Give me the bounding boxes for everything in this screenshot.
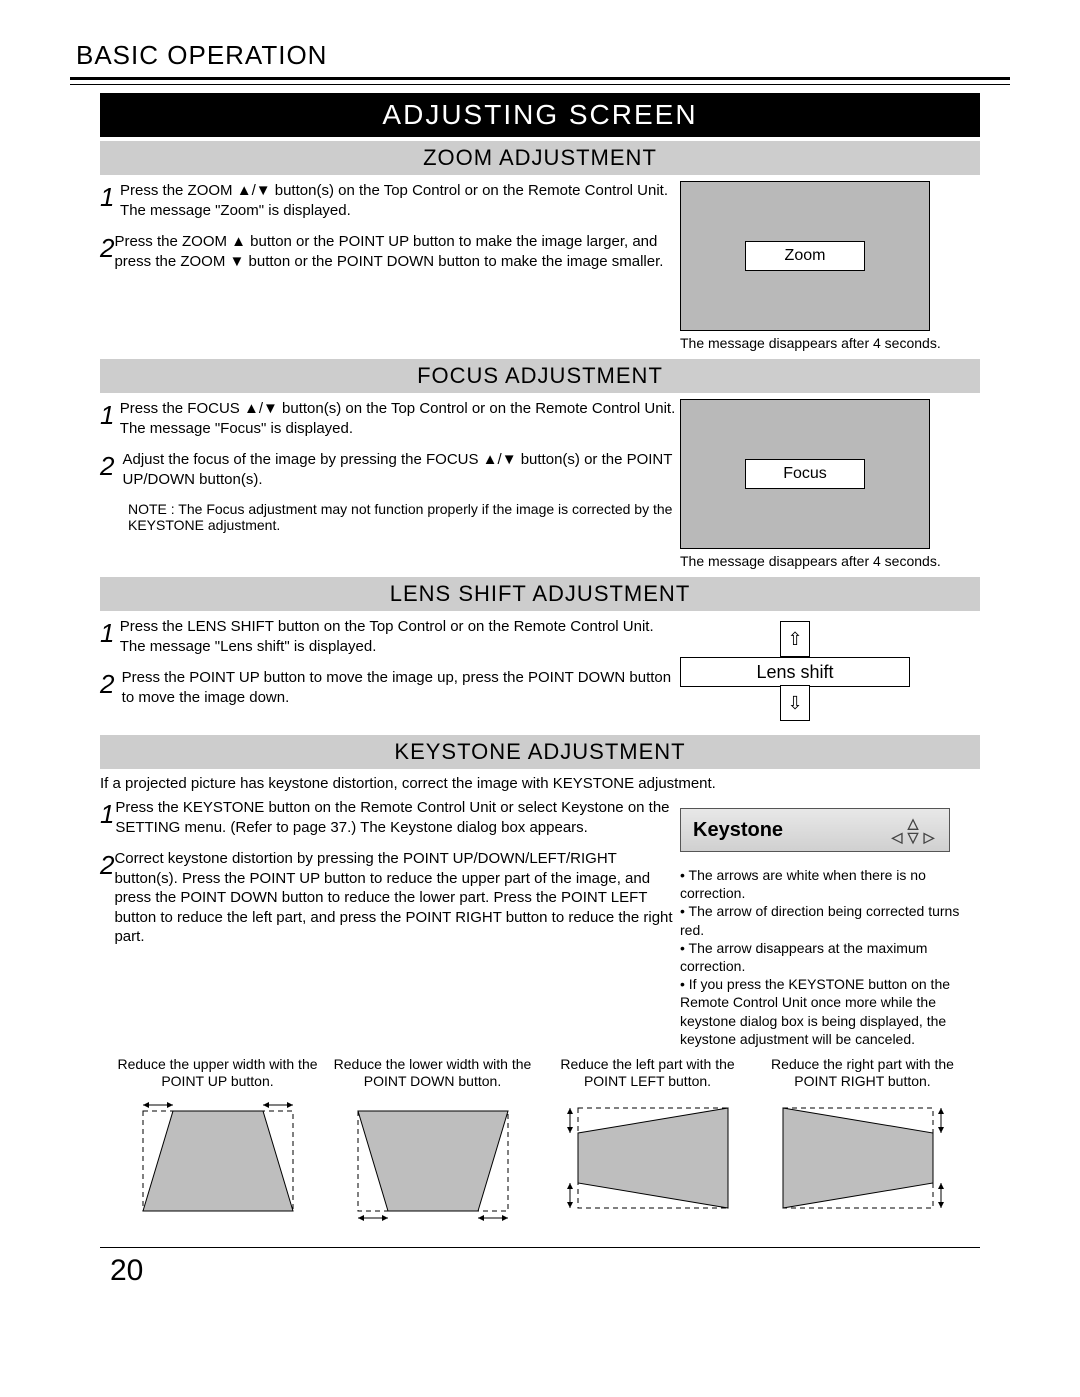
zoom-step2: Press the ZOOM ▲ button or the POINT UP …	[114, 232, 680, 271]
lens-step1: Press the LENS SHIFT button on the Top C…	[120, 617, 680, 656]
keystone-bar: KEYSTONE ADJUSTMENT	[100, 735, 980, 769]
focus-step2: Adjust the focus of the image by pressin…	[123, 450, 681, 489]
focus-caption: The message disappears after 4 seconds.	[680, 553, 941, 569]
arrow-cluster-icon: △ ◁▽▷	[889, 816, 937, 844]
shape4-label: Reduce the right part with the POINT RIG…	[763, 1056, 963, 1090]
focus-screen-box: Focus	[680, 399, 930, 549]
keystone-dialog: Keystone △ ◁▽▷	[680, 808, 950, 852]
shape3-label: Reduce the left part with the POINT LEFT…	[548, 1056, 748, 1090]
lens-step2: Press the POINT UP button to move the im…	[122, 668, 680, 707]
arrow-up-icon: ⇧	[787, 630, 802, 648]
shape4-trapezoid	[763, 1093, 963, 1223]
zoom-step1-num: 1	[100, 181, 120, 215]
keystone-step2-num: 2	[100, 849, 114, 883]
lens-step1-num: 1	[100, 617, 120, 651]
main-title: ADJUSTING SCREEN	[100, 93, 980, 137]
page-header: BASIC OPERATION	[70, 40, 1010, 71]
keystone-dialog-label: Keystone	[693, 819, 783, 842]
shape2-trapezoid	[333, 1093, 533, 1223]
keystone-notes: • The arrows are white when there is no …	[680, 866, 980, 1048]
lens-bar: LENS SHIFT ADJUSTMENT	[100, 577, 980, 611]
arrow-down-icon: ⇩	[787, 694, 802, 712]
page-number: 20	[70, 1248, 1010, 1288]
header-rule	[70, 77, 1010, 85]
focus-box-label: Focus	[745, 459, 865, 489]
focus-step2-num: 2	[100, 450, 123, 484]
zoom-step1: Press the ZOOM ▲/▼ button(s) on the Top …	[120, 181, 680, 220]
shape3-trapezoid	[548, 1093, 748, 1223]
keystone-shapes-row: Reduce the upper width with the POINT UP…	[110, 1056, 970, 1224]
focus-step1: Press the FOCUS ▲/▼ button(s) on the Top…	[120, 399, 680, 438]
focus-step1-num: 1	[100, 399, 120, 433]
keystone-step1-num: 1	[100, 798, 115, 832]
focus-bar: FOCUS ADJUSTMENT	[100, 359, 980, 393]
shape1-label: Reduce the upper width with the POINT UP…	[118, 1056, 318, 1090]
keystone-step2: Correct keystone distortion by pressing …	[114, 849, 680, 947]
lens-shift-diagram: ⇧ Lens shift ⇩	[680, 621, 910, 721]
zoom-box-label: Zoom	[745, 241, 865, 271]
shape2-label: Reduce the lower width with the POINT DO…	[333, 1056, 533, 1090]
shape1-trapezoid	[118, 1093, 318, 1223]
lens-step2-num: 2	[100, 668, 122, 702]
zoom-screen-box: Zoom	[680, 181, 930, 331]
keystone-intro: If a projected picture has keystone dist…	[100, 775, 980, 792]
zoom-caption: The message disappears after 4 seconds.	[680, 335, 941, 351]
zoom-bar: ZOOM ADJUSTMENT	[100, 141, 980, 175]
zoom-step2-num: 2	[100, 232, 114, 266]
lens-shift-label: Lens shift	[680, 657, 910, 687]
keystone-step1: Press the KEYSTONE button on the Remote …	[115, 798, 680, 837]
focus-note: NOTE : The Focus adjustment may not func…	[100, 501, 680, 533]
